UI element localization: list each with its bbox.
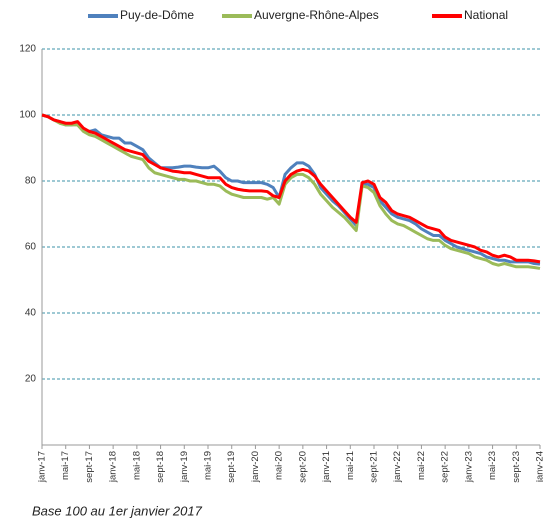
- x-tick-label: janv-18: [108, 451, 119, 483]
- x-tick-label: mai-23: [487, 451, 498, 480]
- legend-label: Puy-de-Dôme: [120, 8, 194, 22]
- x-tick-label: janv-21: [321, 451, 332, 483]
- series-line: [41, 113, 541, 270]
- y-tick-label: 100: [19, 110, 36, 121]
- x-tick-label: sept-21: [369, 451, 380, 483]
- x-tick-label: mai-20: [274, 451, 285, 480]
- y-tick-label: 40: [25, 308, 37, 319]
- x-tick-label: sept-20: [297, 451, 308, 483]
- y-tick-label: 80: [25, 176, 37, 187]
- x-tick-label: janv-22: [392, 451, 403, 483]
- x-tick-label: sept-22: [440, 451, 451, 483]
- x-tick-label: sept-19: [226, 451, 237, 483]
- x-tick-label: mai-21: [345, 451, 356, 480]
- x-tick-label: janv-23: [463, 451, 474, 483]
- x-tick-label: mai-19: [203, 451, 214, 480]
- x-tick-label: mai-22: [416, 451, 427, 480]
- y-tick-label: 60: [25, 242, 37, 253]
- x-tick-label: janv-19: [179, 451, 190, 483]
- y-tick-label: 120: [19, 44, 36, 55]
- y-tick-label: 20: [25, 374, 37, 385]
- footnote: Base 100 au 1er janvier 2017: [32, 503, 203, 518]
- series-line: [41, 113, 541, 264]
- legend-label: National: [464, 8, 508, 22]
- x-tick-label: janv-17: [37, 451, 48, 483]
- x-tick-label: sept-23: [511, 451, 522, 483]
- x-tick-label: janv-24: [535, 451, 543, 483]
- x-tick-label: mai-18: [131, 451, 142, 480]
- x-tick-label: mai-17: [60, 451, 71, 480]
- x-tick-label: janv-20: [250, 451, 261, 483]
- series-line: [41, 113, 541, 266]
- x-tick-label: sept-18: [155, 451, 166, 483]
- x-tick-label: sept-17: [84, 451, 95, 483]
- legend-label: Auvergne-Rhône-Alpes: [254, 8, 379, 22]
